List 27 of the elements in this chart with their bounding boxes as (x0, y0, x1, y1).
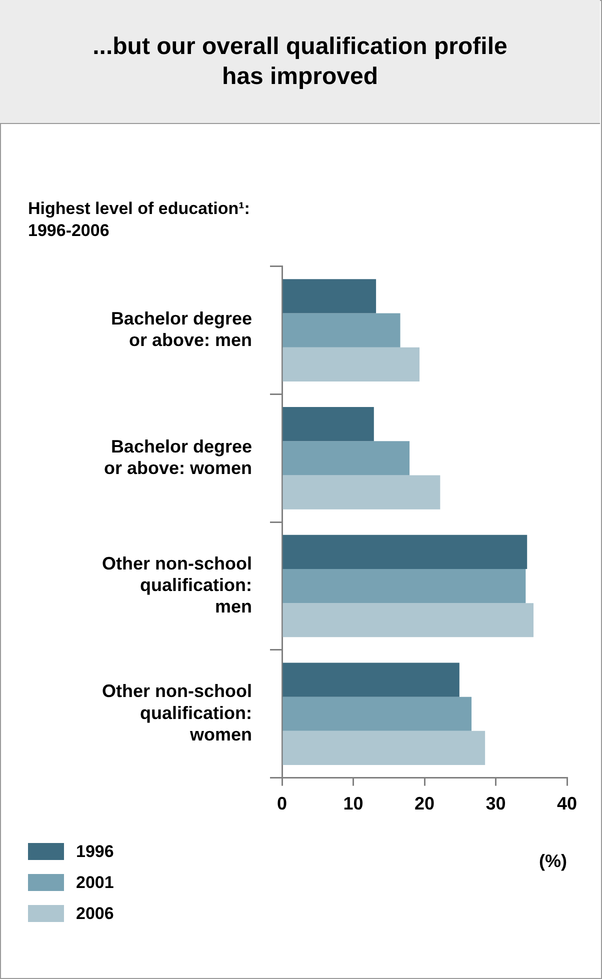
x-tick-label: 10 (343, 794, 364, 814)
bar (282, 407, 374, 442)
bar (282, 662, 460, 697)
bar (282, 696, 472, 731)
y-tick-label: Bachelor degree or above: men (110, 308, 252, 350)
chart-title: ...but our overall qualification profile has improved (0, 0, 600, 124)
legend-label: 2006 (76, 904, 114, 924)
legend-label: 1996 (76, 842, 114, 862)
x-tick-label: 20 (414, 794, 435, 814)
x-tick-label: 40 (556, 794, 578, 814)
legend-label: 2001 (76, 872, 114, 892)
bar (282, 603, 534, 638)
y-tick-label: Other non-school qualification: men (102, 553, 252, 617)
bar (282, 313, 400, 348)
bar (282, 475, 440, 510)
bar (282, 441, 410, 476)
text: Highest level of education¹: 1996-2006 (28, 198, 251, 242)
y-tick-label: Bachelor degree or above: women (104, 436, 252, 478)
x-tick-label: 30 (486, 794, 506, 814)
x-tick-label: 0 (276, 794, 288, 814)
bar (282, 534, 528, 569)
bar (282, 568, 526, 604)
bar (282, 730, 486, 766)
x-axis-title: (%) (539, 851, 567, 872)
bar (282, 347, 420, 382)
bar (282, 279, 376, 314)
y-tick-label: Other non-school qualification: women (102, 681, 252, 744)
